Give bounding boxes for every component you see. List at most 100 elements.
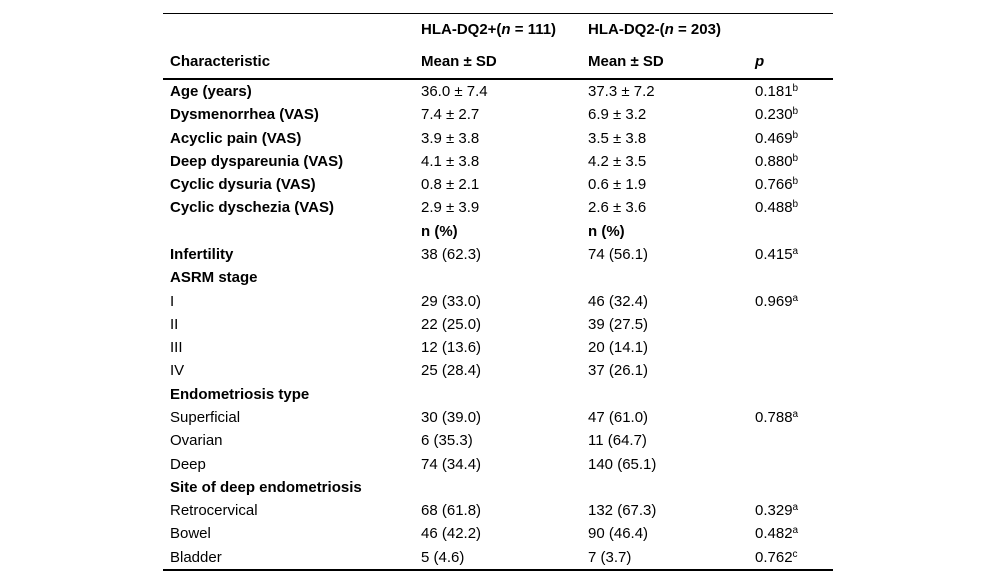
value-cell: 46 (32.4)	[588, 292, 649, 310]
p-value-cell	[755, 220, 833, 243]
value-cell: 4.1 ± 3.8	[421, 152, 480, 170]
p-footnote-marker: b	[792, 176, 799, 188]
table-row: IV 25 (28.4) 37 (26.1)	[163, 359, 833, 382]
characteristic-cell: Bladder	[170, 548, 222, 566]
p-value-cell: 0.329a	[755, 499, 833, 522]
header-sub-row: Characteristic Mean ± SD Mean ± SD p	[163, 46, 833, 80]
value-cell	[421, 476, 588, 499]
table-row: Deep dyspareunia (VAS) 4.1 ± 3.8 4.2 ± 3.5…	[163, 150, 833, 173]
group-label-text: = 111)	[510, 21, 557, 38]
p-footnote-marker: a	[792, 245, 799, 257]
characteristic-cell: IV	[170, 362, 185, 380]
characteristics-table: HLA-DQ2+( n = 111) HLA-DQ2-(n = 203) Char…	[163, 13, 833, 571]
p-value-cell: 0.788a	[755, 406, 833, 429]
characteristic-cell: Deep dyspareunia (VAS)	[170, 152, 344, 170]
table-row: Acyclic pain (VAS) 3.9 ± 3.8 3.5 ± 3.8 0.46…	[163, 127, 833, 150]
table-header: HLA-DQ2+( n = 111) HLA-DQ2-(n = 203) Char…	[163, 14, 833, 80]
value-cell	[588, 266, 755, 289]
value-cell: 6.9 ± 3.2	[588, 106, 647, 124]
header-empty-p-cell	[755, 14, 833, 47]
p-value-text: 0.969	[755, 292, 793, 310]
value-cell: 5 (4.6)	[421, 548, 465, 566]
header-empty-cell	[163, 14, 421, 47]
value-cell: 0.6 ± 1.9	[588, 176, 647, 194]
p-value-cell	[755, 429, 833, 452]
table-row: Bladder 5 (4.6) 7 (3.7) 0.762c	[163, 546, 833, 570]
p-footnote-marker: a	[792, 408, 799, 420]
characteristic-cell: Cyclic dysuria (VAS)	[170, 176, 316, 194]
value-cell: 3.5 ± 3.8	[588, 129, 647, 147]
characteristic-cell: Retrocervical	[170, 502, 258, 520]
characteristic-cell: Endometriosis type	[170, 385, 310, 403]
characteristic-cell: I	[170, 292, 175, 310]
value-cell: 74 (34.4)	[421, 455, 482, 473]
value-cell: 12 (13.6)	[421, 339, 482, 357]
p-value-cell: 0.482a	[755, 522, 833, 545]
p-value-text: 0.181	[755, 83, 793, 100]
table-row: Bowel 46 (42.2) 90 (46.4) 0.482a	[163, 522, 833, 545]
characteristic-cell: II	[170, 315, 179, 333]
table-row: Ovarian 6 (35.3) 11 (64.7)	[163, 429, 833, 452]
characteristic-cell: Infertility	[170, 245, 234, 263]
value-cell: 132 (67.3)	[588, 502, 657, 520]
p-value-text: 0.329	[755, 502, 793, 520]
p-value-cell: 0.415a	[755, 243, 833, 266]
n-italic: n	[664, 21, 674, 38]
value-cell: 47 (61.0)	[588, 408, 649, 426]
p-value-cell	[755, 266, 833, 289]
header-characteristic: Characteristic	[163, 46, 421, 80]
value-cell	[421, 383, 588, 406]
value-cell	[421, 266, 588, 289]
value-cell: 0.8 ± 2.1	[421, 176, 480, 194]
table-row: II 22 (25.0) 39 (27.5)	[163, 313, 833, 336]
table-row: I 29 (33.0) 46 (32.4) 0.969a	[163, 290, 833, 313]
p-value-text: 0.766	[755, 176, 793, 194]
p-value-text: 0.488	[755, 199, 793, 217]
p-value-cell: 0.181b	[755, 79, 833, 103]
p-footnote-marker: a	[792, 292, 799, 304]
table-row: Age (years) 36.0 ± 7.4 37.3 ± 7.2 0.181b	[163, 79, 833, 103]
p-value-cell	[755, 453, 833, 476]
header-mean-sd-2: Mean ± SD	[588, 46, 755, 80]
value-cell: 90 (46.4)	[588, 525, 649, 543]
header-group-hla-dq2-neg: HLA-DQ2-(n = 203)	[588, 14, 755, 47]
value-cell: 36.0 ± 7.4	[421, 83, 488, 100]
table-row: Superficial 30 (39.0) 47 (61.0) 0.788a	[163, 406, 833, 429]
p-value-cell	[755, 359, 833, 382]
p-value-cell	[755, 383, 833, 406]
characteristic-cell: Acyclic pain (VAS)	[170, 129, 302, 147]
value-cell	[588, 383, 755, 406]
p-footnote-marker: a	[792, 502, 799, 514]
p-footnote-marker: b	[792, 152, 799, 164]
p-value-text: 0.482	[755, 525, 793, 543]
table-row: Deep 74 (34.4) 140 (65.1)	[163, 453, 833, 476]
value-cell: 29 (33.0)	[421, 292, 482, 310]
table-body: Age (years) 36.0 ± 7.4 37.3 ± 7.2 0.181b Dys…	[163, 79, 833, 570]
p-value-text: 0.788	[755, 408, 793, 426]
value-cell: 74 (56.1)	[588, 245, 649, 263]
header-p: p	[755, 46, 833, 80]
p-value-cell: 0.969a	[755, 290, 833, 313]
p-value-cell: 0.766b	[755, 173, 833, 196]
p-footnote-marker: b	[792, 129, 799, 141]
table-row: Dysmenorrhea (VAS) 7.4 ± 2.7 6.9 ± 3.2 0.23…	[163, 103, 833, 126]
characteristic-cell: III	[170, 339, 183, 357]
group-label-text: HLA-DQ2-(	[588, 21, 665, 38]
p-footnote-marker: c	[792, 548, 798, 560]
p-footnote-marker: b	[792, 106, 799, 118]
characteristic-cell: Site of deep endometriosis	[170, 478, 362, 496]
value-cell: 30 (39.0)	[421, 408, 482, 426]
group-label-text: HLA-DQ2+(	[421, 21, 502, 38]
p-value-text: 0.230	[755, 106, 793, 124]
value-cell: 4.2 ± 3.5	[588, 152, 647, 170]
value-cell: n (%)	[588, 222, 625, 240]
value-cell: 11 (64.7)	[588, 432, 647, 450]
value-cell: 37 (26.1)	[588, 362, 649, 380]
table-row: n (%) n (%)	[163, 220, 833, 243]
table-row: Cyclic dysuria (VAS) 0.8 ± 2.1 0.6 ± 1.9 0.…	[163, 173, 833, 196]
value-cell: 38 (62.3)	[421, 245, 482, 263]
value-cell	[588, 476, 755, 499]
p-value-cell: 0.880b	[755, 150, 833, 173]
p-footnote-marker: b	[792, 83, 799, 94]
